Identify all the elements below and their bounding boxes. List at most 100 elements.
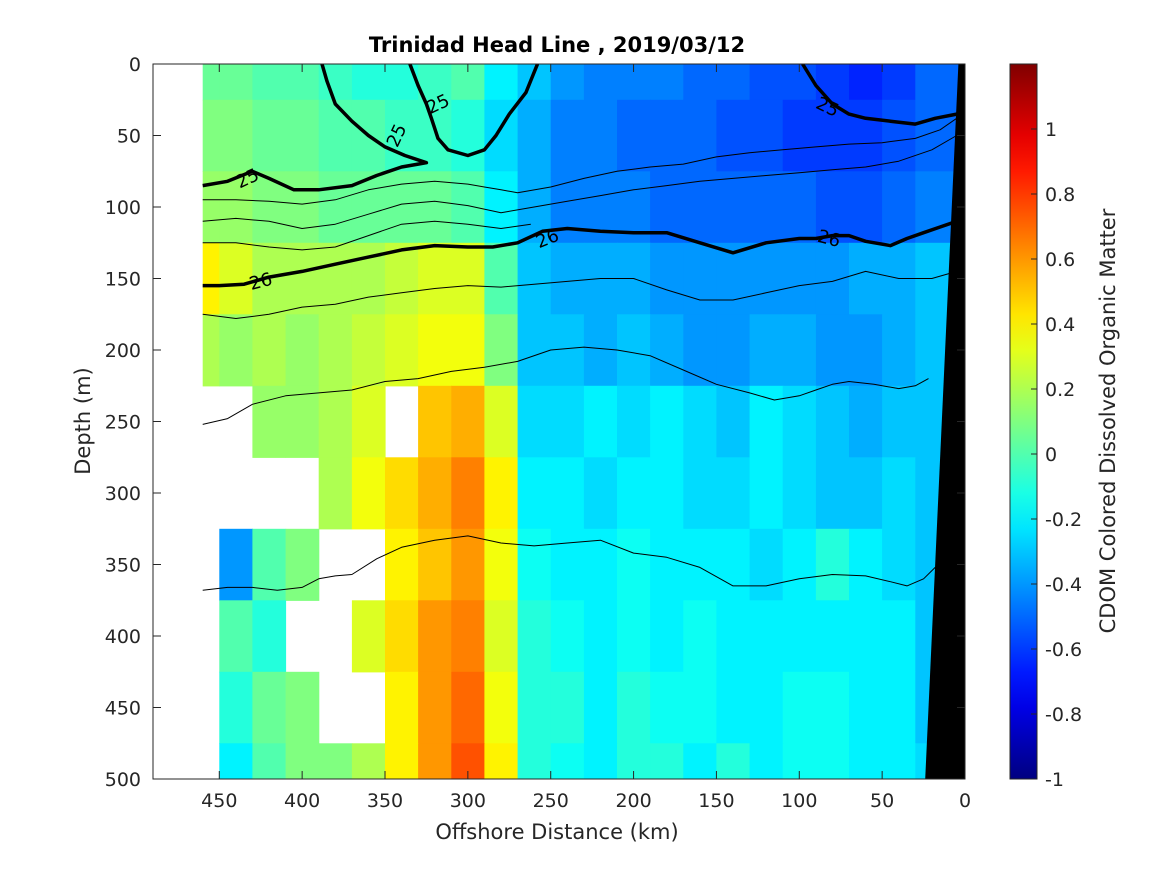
heatmap-cell [815,600,850,673]
heatmap-cell [650,743,684,779]
heatmap-cell [418,743,452,779]
heatmap-cell [252,385,287,458]
heatmap-cell [351,743,386,779]
contour-line [202,346,929,425]
x-tick-label: 50 [870,790,894,812]
heatmap-cell [782,99,817,172]
heatmap-cell [583,64,618,101]
colorbar-tick: 0.8 [1031,184,1075,206]
heatmap-cell [683,314,717,387]
colorbar-tick-label: -0.2 [1045,509,1082,531]
heatmap-cell [351,64,386,101]
heatmap-cell [782,600,817,673]
heatmap-cell [749,743,784,779]
heatmap-cell [716,457,751,530]
heatmap-cell [318,743,353,779]
heatmap-cell [385,457,419,530]
contour-line-bold [202,64,429,192]
heatmap-cell [716,743,751,779]
x-tick-label: 100 [781,790,817,812]
heatmap-cell [683,743,717,779]
colorbar-tick-label: 1 [1045,119,1057,141]
y-tick-label: 450 [105,698,141,720]
x-tick-label: 450 [201,790,237,812]
heatmap-cell [517,314,552,387]
heatmap-cell [351,457,386,530]
heatmap-cell [782,171,817,244]
heatmap-cell [882,671,916,744]
colorbar-tick: 0.6 [1031,249,1075,271]
heatmap-cell [484,242,519,315]
heatmap-cell [418,171,452,244]
heatmap-cell [782,528,817,601]
heatmap-cell [583,99,618,172]
heatmap-cell [451,457,485,530]
heatmap-cell [202,64,220,101]
heatmap-cell [484,64,519,101]
heatmap-cell [882,600,916,673]
y-tick: 350 [105,555,965,577]
heatmap-cell [716,528,751,601]
heatmap-cell [815,671,850,744]
x-tick: 150 [698,64,735,812]
contour-layer [202,64,965,591]
heatmap-cell [219,671,253,744]
colorbar-tick: 0.4 [1031,314,1075,336]
heatmap-cell [219,600,253,673]
heatmap-cell [550,600,585,673]
heatmap-cell [849,528,883,601]
heatmap-cell [252,600,287,673]
heatmap-cell [683,457,717,530]
heatmap-cell [617,600,651,673]
heatmap-cell [385,528,419,601]
colorbar-tick-label: 0.8 [1045,184,1075,206]
heatmap-cell [484,457,519,530]
heatmap-cell [849,743,883,779]
colorbar-tick: -0.4 [1031,574,1082,596]
heatmap-cell [219,99,253,172]
heatmap-cell [252,671,287,744]
heatmap-cell [418,99,452,172]
contour-line [202,263,965,319]
contour-line [202,220,531,251]
heatmap-cell [517,600,552,673]
heatmap-cell [285,671,320,744]
colorbar-tick-label: 0.2 [1045,379,1075,401]
heatmap-cell [202,314,220,387]
heatmap-cell [683,242,717,315]
heatmap-cell [517,99,552,172]
heatmap-cell [219,64,253,101]
heatmap-cell [550,457,585,530]
x-tick-label: 300 [450,790,486,812]
heatmap-cell [815,242,850,315]
colorbar-tick-label: -0.8 [1045,704,1082,726]
heatmap-cell [849,671,883,744]
heatmap-cell [683,64,717,101]
heatmap-cell [202,171,220,244]
heatmap-cell [749,600,784,673]
x-axis: 450 400 350 300 250 200 150 100 50 0 [201,64,971,812]
heatmap-cell [550,242,585,315]
colorbar-tick: 0 [1031,444,1057,466]
heatmap-cell [385,242,419,315]
heatmap-cell [385,600,419,673]
heatmap-cell [583,314,618,387]
colorbar-tick: -0.6 [1031,639,1082,661]
y-tick-label: 150 [105,269,141,291]
heatmap-cell [650,600,684,673]
y-tick: 400 [105,626,965,648]
heatmap-cell [849,457,883,530]
y-tick: 50 [117,126,965,148]
heatmap-cell [285,171,320,244]
heatmap-cell [650,242,684,315]
heatmap-cell [882,457,916,530]
heatmap-cell [650,528,684,601]
x-tick: 400 [284,64,320,812]
x-tick: 300 [450,64,486,812]
heatmap-cell [252,743,287,779]
y-tick-label: 350 [105,555,141,577]
heatmap-cell [716,600,751,673]
heatmap-cell [484,385,519,458]
y-tick-label: 50 [117,126,141,148]
